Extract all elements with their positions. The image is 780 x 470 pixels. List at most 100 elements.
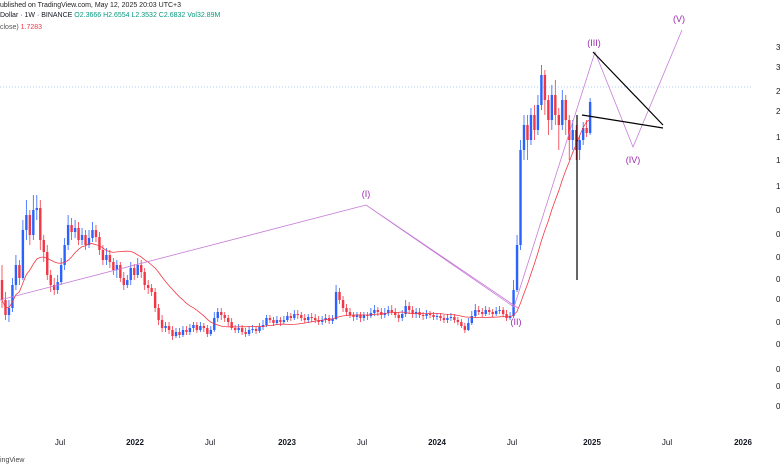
y-tick-label: 1 <box>776 182 780 191</box>
ma-value: 1.7283 <box>20 24 43 31</box>
candle-body <box>171 330 174 336</box>
candle-body <box>484 310 487 314</box>
candle-body <box>206 328 209 334</box>
candle-body <box>404 306 407 314</box>
candle-body <box>498 310 501 311</box>
candle-body <box>578 140 581 150</box>
candle-body <box>470 316 473 323</box>
y-tick-label: 0 <box>776 295 780 304</box>
candle-body <box>140 265 143 272</box>
candle-body <box>394 312 397 315</box>
candle-body <box>293 314 296 318</box>
candle-body <box>474 310 477 316</box>
x-tick-label: 2023 <box>278 438 296 447</box>
candle-body <box>348 312 352 315</box>
x-tick-label: Jul <box>507 438 517 447</box>
candle-body <box>519 150 522 245</box>
candle-body <box>481 312 484 314</box>
ma-legend[interactable]: close) 1.7283 <box>0 24 42 31</box>
candle-body <box>300 315 303 318</box>
candle-body <box>174 332 178 336</box>
y-tick-label: 1 <box>776 133 780 142</box>
candle-body <box>310 317 313 318</box>
candle-body <box>355 315 359 317</box>
candle-body <box>244 332 247 334</box>
published-line: ublished on TradingView.com, May 12, 202… <box>0 2 182 9</box>
low-value: L2.3532 <box>131 12 157 19</box>
x-tick-label: 2022 <box>126 438 144 447</box>
candle-body <box>275 320 279 323</box>
candle-body <box>376 310 380 312</box>
candle-body <box>505 314 508 318</box>
candle-body <box>303 318 306 320</box>
ma-label: close) <box>0 24 19 31</box>
candle-body <box>56 282 59 290</box>
candle-body <box>460 322 463 326</box>
candle-body <box>314 318 317 320</box>
candle-body <box>345 308 348 312</box>
wave-label: (II) <box>511 317 522 327</box>
candle-body <box>133 268 136 275</box>
y-tick-label: 1 <box>776 156 780 165</box>
y-tick-label: 0 <box>776 318 780 327</box>
candle-body <box>35 208 38 210</box>
candle-body <box>59 265 63 282</box>
y-tick-label: 0 <box>776 206 780 215</box>
candle-body <box>373 310 376 313</box>
candle-body <box>233 328 237 330</box>
candle-body <box>164 326 167 328</box>
candle-body <box>491 312 494 314</box>
candle-body <box>87 238 91 245</box>
candle-body <box>53 285 56 290</box>
wave-label: (I) <box>362 189 371 199</box>
candle-body <box>286 316 289 320</box>
candle-body <box>199 326 202 330</box>
candle-body <box>536 105 540 130</box>
candle-body <box>66 225 70 245</box>
candle-body <box>268 318 272 320</box>
candle-body <box>25 215 28 230</box>
candle-body <box>136 265 139 275</box>
candle-body <box>526 125 529 140</box>
candle-body <box>456 320 460 322</box>
candle-body <box>42 240 45 252</box>
candle-body <box>435 316 439 317</box>
y-tick-label: 0 <box>776 230 780 239</box>
candle-body <box>529 115 533 140</box>
candle-body <box>446 318 449 320</box>
triangle-upper-line <box>592 51 664 126</box>
candle-body <box>220 312 223 315</box>
moving-average-line <box>1 119 591 328</box>
candle-body <box>522 125 526 150</box>
candle-body <box>352 315 355 317</box>
candle-body <box>73 228 77 232</box>
candle-body <box>488 310 491 312</box>
candle-body <box>209 330 212 334</box>
candle-body <box>477 310 480 312</box>
y-tick-label: 0 <box>776 340 780 349</box>
candle-body <box>561 100 564 125</box>
candle-body <box>564 100 567 120</box>
candle-body <box>63 245 66 265</box>
candle-body <box>202 326 206 328</box>
symbol-legend: Dollar · 1W · BINANCE O2.3666 H2.6554 L2… <box>0 12 220 19</box>
candle-body <box>223 315 226 318</box>
candle-body <box>143 272 146 285</box>
volume-value: Vol32.89M <box>187 12 221 19</box>
candle-body <box>390 310 393 312</box>
x-tick-label: Jul <box>662 438 672 447</box>
candle-body <box>230 322 233 328</box>
candle-body <box>91 230 94 238</box>
candle-body <box>14 265 18 285</box>
candle-body <box>39 208 42 240</box>
symbol-name[interactable]: Dollar · 1W · BINANCE <box>0 12 73 19</box>
candle-body <box>258 327 261 331</box>
candle-body <box>414 312 418 314</box>
candle-body <box>324 318 327 320</box>
wave-label: (V) <box>673 14 685 24</box>
candle-body <box>442 318 446 320</box>
wave-label: (IV) <box>626 155 641 165</box>
candle-body <box>7 308 11 315</box>
y-tick-label: 0 <box>776 253 780 262</box>
